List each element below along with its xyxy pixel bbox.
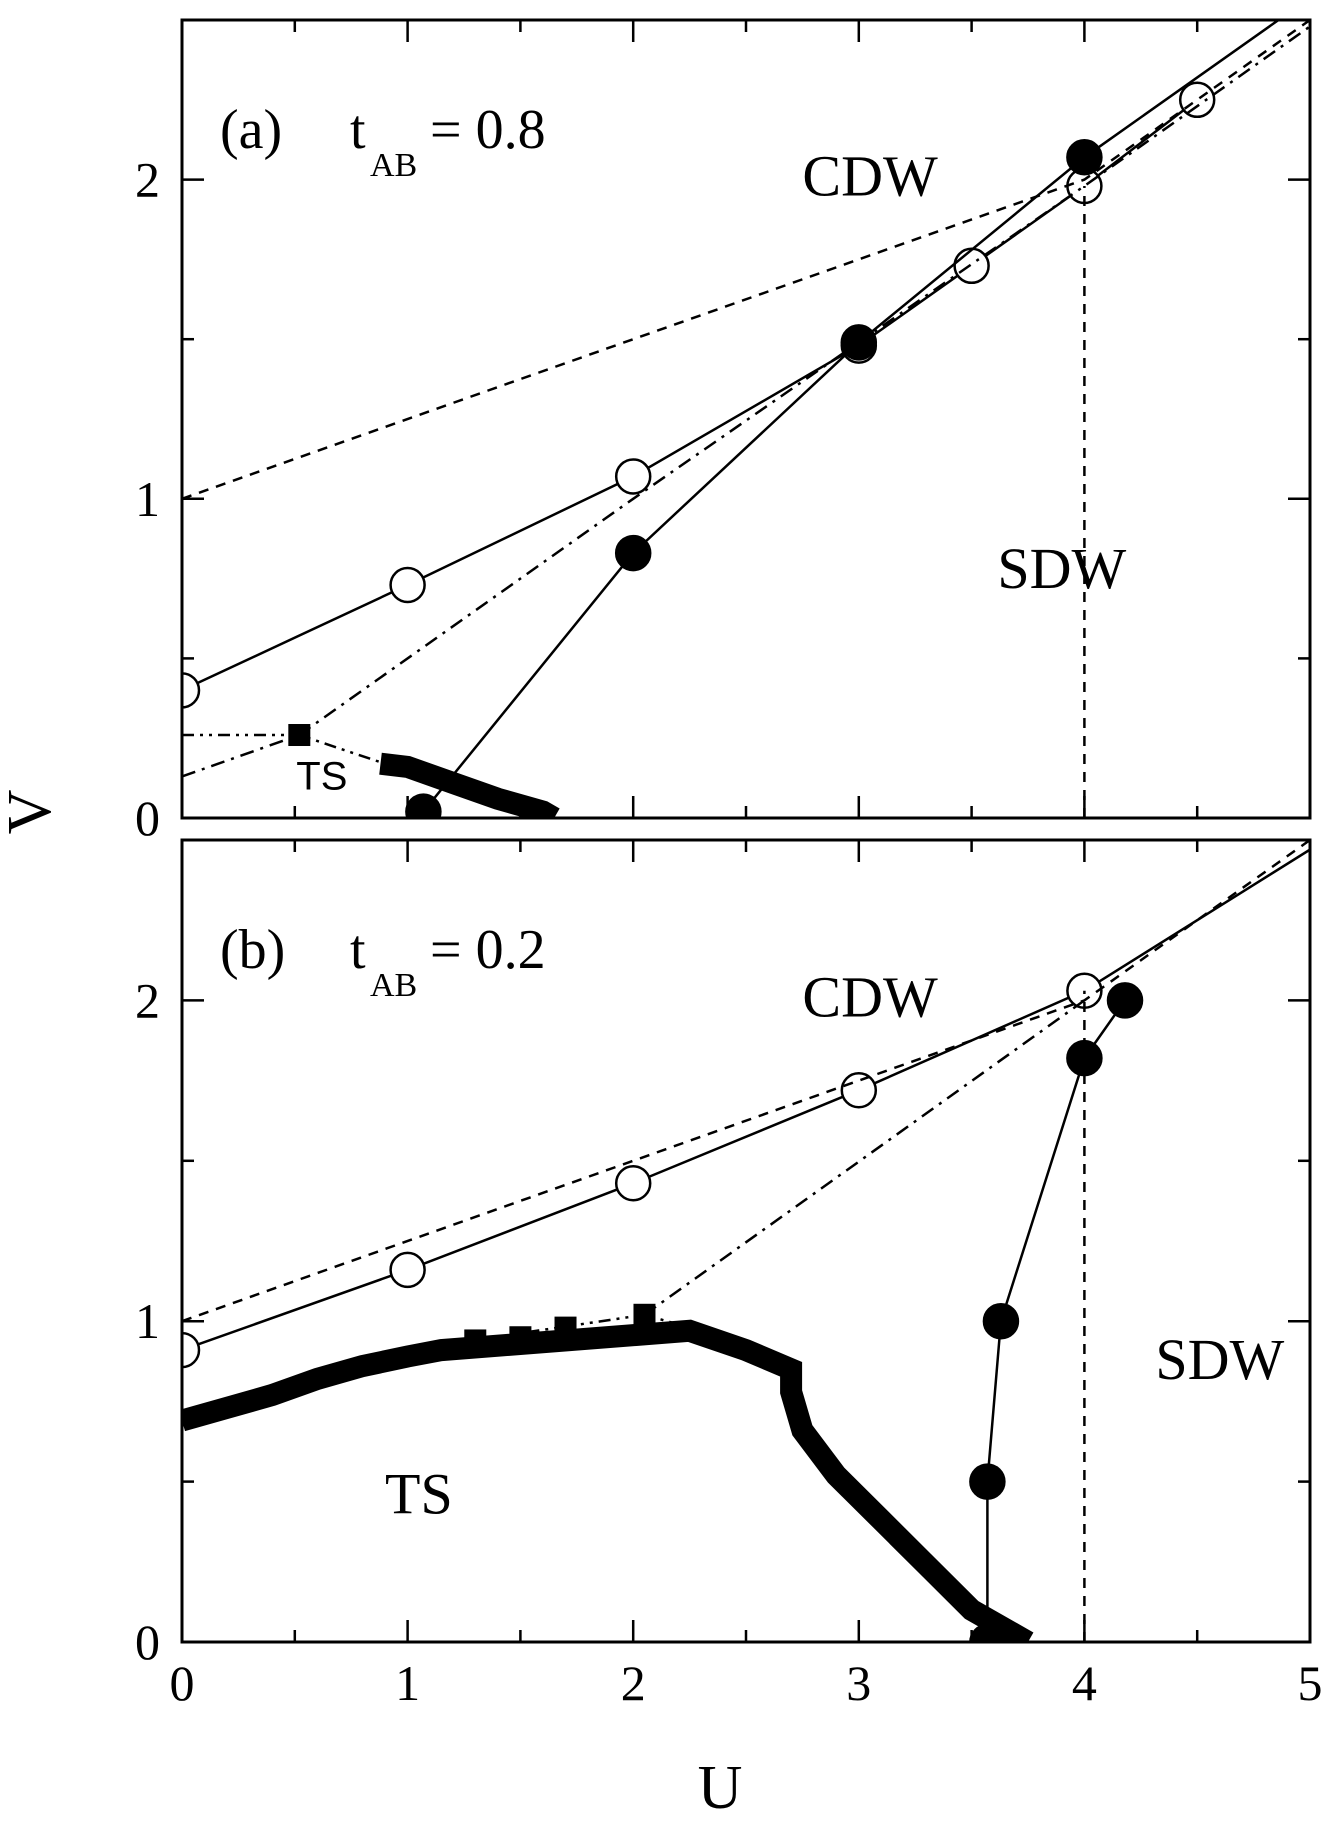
filled-circle-point <box>405 793 442 818</box>
open-circle-point <box>840 1071 878 1109</box>
open-circle-point <box>182 1331 201 1369</box>
x-tick-label: 3 <box>846 1655 871 1711</box>
open-circle-point <box>1178 81 1216 119</box>
ts-boundary-band <box>182 1319 1034 1642</box>
filled-square-point <box>288 724 311 747</box>
x-tick-label: 1 <box>395 1655 420 1711</box>
param-subscript: AB <box>370 967 417 1004</box>
x-tick-label: 5 <box>1298 1655 1323 1711</box>
series-thick-square-band <box>182 1319 1034 1642</box>
series-solid-open-circle <box>182 81 1216 709</box>
region-label-cdw: CDW <box>802 964 938 1029</box>
filled-circle-point <box>1106 982 1144 1019</box>
y-axis-title: V <box>0 789 64 834</box>
dashdot-line <box>643 999 1086 1316</box>
plot-area <box>182 840 1310 1642</box>
y-tick-label: 2 <box>135 152 160 208</box>
open-circle-point <box>953 247 990 285</box>
param-symbol: t <box>350 99 366 161</box>
filled-circle-point <box>982 1302 1020 1340</box>
panel-frame <box>180 838 1312 1644</box>
region-label-sdw: SDW <box>997 536 1126 601</box>
filled-circle-point <box>1066 139 1103 176</box>
param-symbol: t <box>350 919 366 981</box>
y-tick-label: 1 <box>135 471 160 527</box>
series-solid-filled-circle <box>405 20 1281 818</box>
plot-area <box>182 20 1310 818</box>
dashdot-line <box>182 25 1310 778</box>
series-dashdotdot <box>182 733 386 765</box>
ts-boundary-band <box>379 752 560 818</box>
filled-circle-point <box>614 534 652 572</box>
series-dashdot <box>643 999 1086 1316</box>
region-label-sdw: SDW <box>1155 1327 1284 1392</box>
param-value: = 0.2 <box>430 919 546 981</box>
open-circle-point <box>182 672 201 709</box>
series-filled-square <box>288 724 311 747</box>
param-subscript: AB <box>370 147 417 184</box>
dashed-line <box>182 840 1310 1323</box>
open-circle-point <box>389 566 426 604</box>
panel-b: 0 1 2 0 1 2 3 4 5 CDW SDW TS (b) tAB = 0.2 <box>135 838 1323 1711</box>
dashed-line <box>182 20 1310 500</box>
filled-circle-point <box>969 1463 1006 1500</box>
x-tick-label: 2 <box>621 1655 646 1711</box>
panel-label: (b) <box>220 919 285 981</box>
region-label-ts: TS <box>296 754 347 798</box>
series-dashdot <box>182 25 1310 778</box>
y-tick-label: 2 <box>135 972 160 1028</box>
param-value: = 0.8 <box>430 99 546 161</box>
series-solid-open-circle <box>182 848 1310 1369</box>
open-circle-point <box>614 458 652 495</box>
region-label-ts: TS <box>385 1462 453 1527</box>
series-line <box>422 20 1281 813</box>
panel-label: (a) <box>220 99 282 161</box>
y-tick-label: 0 <box>135 790 160 846</box>
series-thick-square-band <box>379 752 560 818</box>
x-tick-label: 0 <box>170 1655 195 1711</box>
y-tick-label: 1 <box>135 1293 160 1349</box>
dashdotdot-line <box>182 733 386 765</box>
panel-frame <box>180 18 1312 820</box>
x-axis-title: U <box>698 1754 743 1822</box>
series-dashed <box>182 20 1310 500</box>
y-tick-label: 0 <box>135 1614 160 1670</box>
filled-square-point <box>633 1303 656 1326</box>
region-label-cdw: CDW <box>802 144 938 209</box>
series-line <box>182 848 1310 1352</box>
series-dashed <box>182 840 1310 1323</box>
open-circle-point <box>614 1165 652 1202</box>
open-circle-point <box>389 1251 426 1289</box>
x-tick-label: 4 <box>1072 1655 1097 1711</box>
series-solid-filled-circle <box>969 982 1144 1642</box>
panel-a: 0 1 2 CDW SDW TS (a) tAB = 0.8 <box>135 18 1312 846</box>
